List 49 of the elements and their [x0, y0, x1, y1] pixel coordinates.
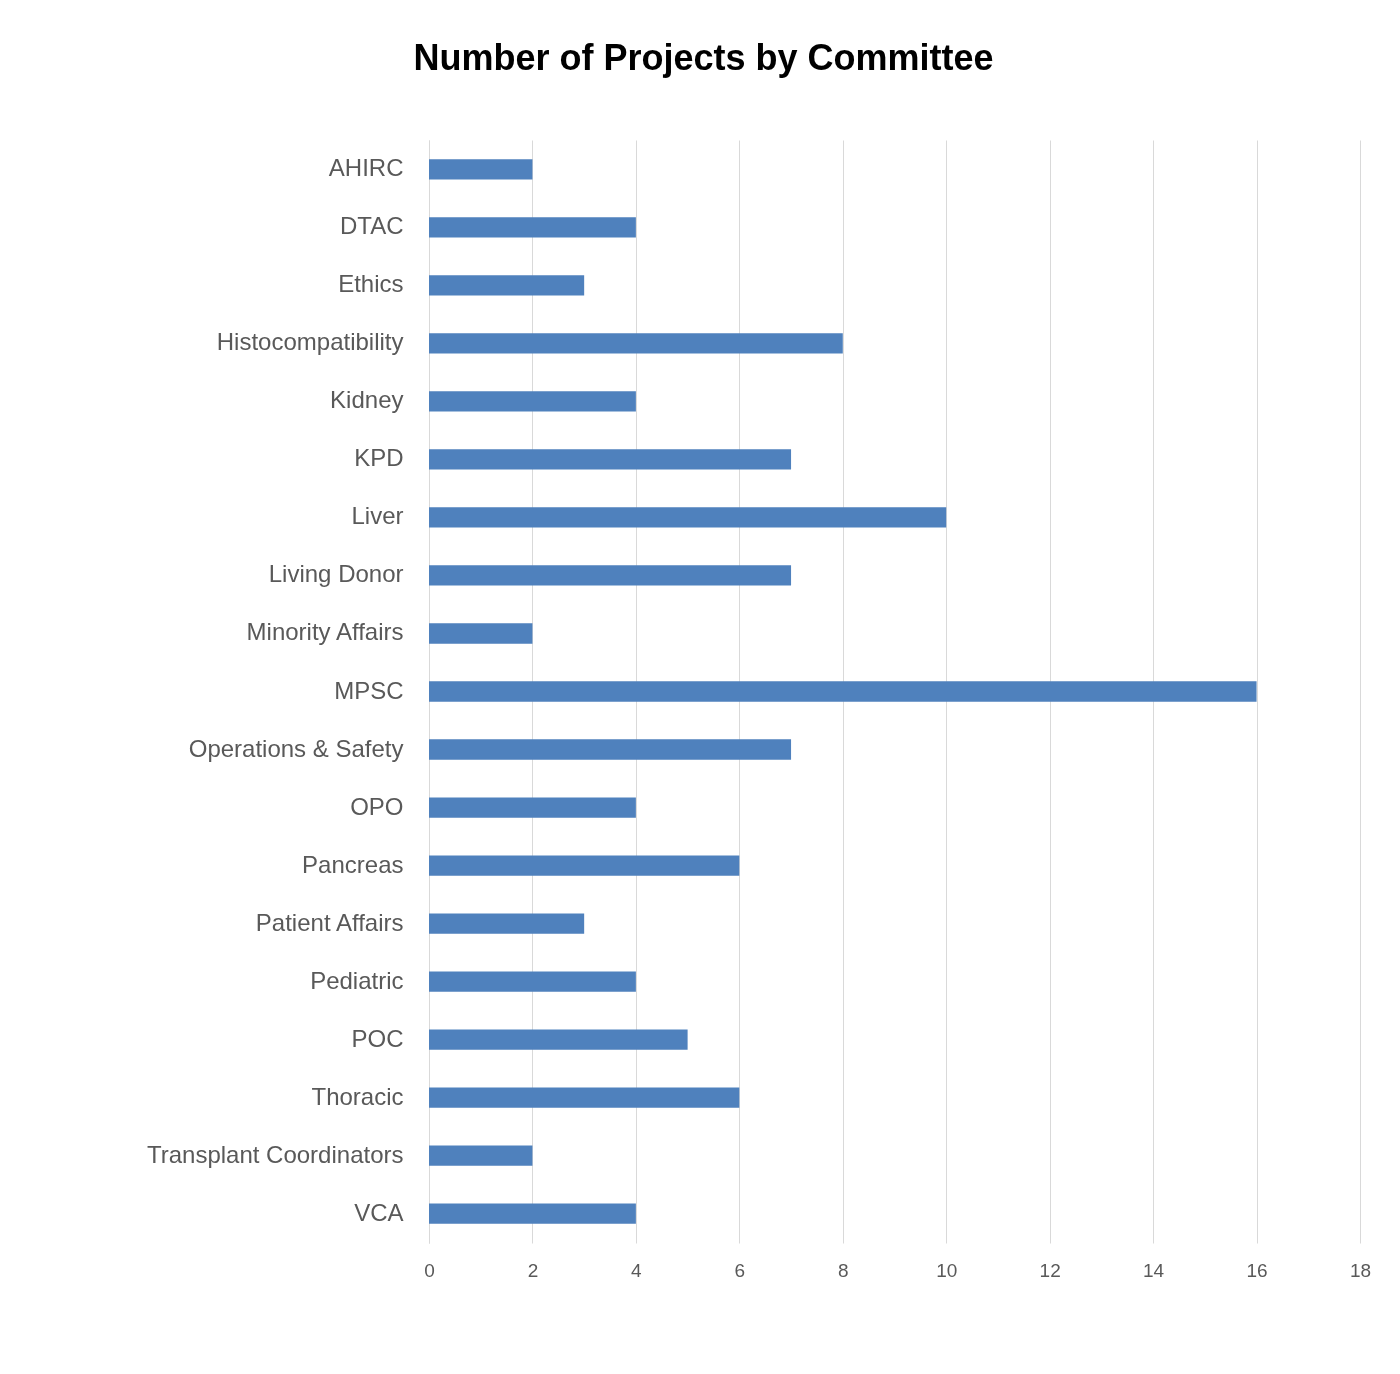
- y-tick-label: VCA: [354, 1198, 404, 1226]
- y-tick-label: Patient Affairs: [255, 908, 404, 936]
- bar: [429, 1203, 636, 1224]
- bar: [429, 217, 636, 238]
- x-tick-label: 4: [631, 1259, 643, 1281]
- bar: [429, 1145, 533, 1166]
- bar: [429, 855, 740, 876]
- y-tick-label: Ethics: [338, 270, 404, 298]
- x-tick-label: 18: [1349, 1259, 1372, 1281]
- bar: [429, 565, 792, 586]
- bar: [429, 623, 533, 644]
- x-tick-label: 2: [527, 1259, 539, 1281]
- bar: [429, 159, 533, 180]
- bar: [429, 913, 585, 934]
- y-tick-label: Operations & Safety: [188, 734, 404, 762]
- y-tick-label: POC: [351, 1024, 404, 1052]
- bar: [429, 797, 636, 818]
- x-tick-label: 0: [424, 1259, 435, 1281]
- y-tick-label: Transplant Coordinators: [146, 1140, 404, 1168]
- y-tick-label: Thoracic: [311, 1082, 404, 1110]
- y-tick-label: AHIRC: [328, 154, 404, 182]
- y-tick-label: Histocompatibility: [216, 328, 404, 356]
- bar: [429, 333, 843, 354]
- x-tick-label: 8: [837, 1259, 849, 1281]
- x-tick-label: 12: [1039, 1259, 1061, 1281]
- x-tick-label: 16: [1246, 1259, 1268, 1281]
- y-tick-label: KPD: [354, 444, 404, 472]
- bar: [429, 681, 1257, 702]
- bar: [429, 739, 792, 760]
- bar: [429, 1087, 740, 1108]
- y-tick-label: Kidney: [330, 386, 404, 414]
- bar: [429, 449, 792, 470]
- y-tick-label: Minority Affairs: [246, 618, 404, 646]
- chart-title: Number of Projects by Committee: [413, 37, 994, 78]
- y-tick-label: DTAC: [339, 212, 404, 240]
- bar: [429, 1029, 688, 1050]
- bar: [429, 275, 585, 296]
- y-tick-label: Pancreas: [302, 850, 404, 878]
- x-tick-label: 10: [936, 1259, 958, 1281]
- y-tick-label: OPO: [350, 792, 404, 820]
- y-tick-label: Pediatric: [310, 966, 404, 994]
- bar: [429, 971, 636, 992]
- bar: [429, 507, 947, 528]
- y-tick-label: Living Donor: [268, 560, 404, 588]
- y-tick-label: Liver: [351, 502, 404, 530]
- x-tick-label: 6: [734, 1259, 746, 1281]
- x-tick-label: 14: [1143, 1259, 1165, 1281]
- bar: [429, 391, 636, 412]
- y-tick-label: MPSC: [334, 676, 404, 704]
